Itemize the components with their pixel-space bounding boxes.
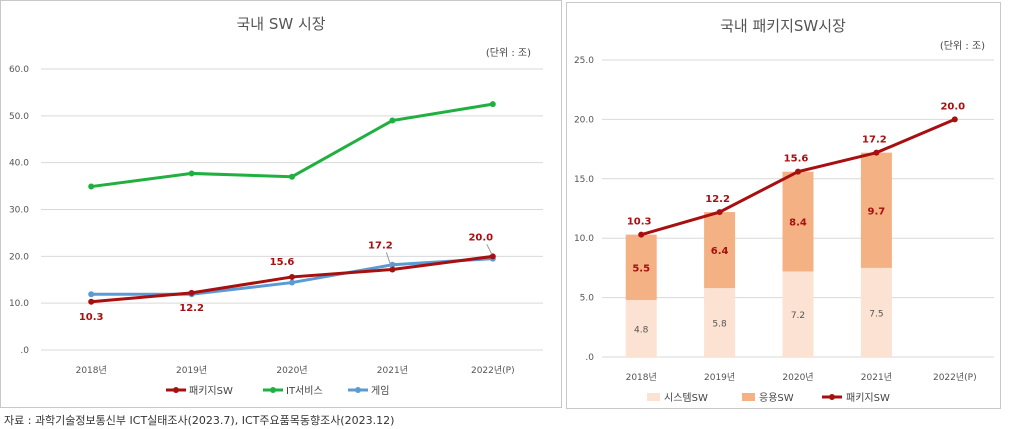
bar-application-sw	[625, 234, 657, 300]
x-tick-label: 2021년	[861, 372, 892, 383]
bar-application-sw	[782, 171, 814, 272]
y-tick-label: 20.0	[574, 115, 594, 125]
sw-market-chart: 국내 SW 시장 (단위 : 조) .0 10.0 20.0 30.0 40.0 50.0 60…	[9, 15, 543, 397]
chart-title: 국내 패키지SW시장	[720, 17, 846, 35]
data-label: 12.2	[705, 194, 730, 205]
y-tick-label: .0	[585, 353, 594, 363]
data-label: 20.0	[940, 101, 965, 112]
x-tick-label: 2019년	[176, 365, 207, 376]
y-tick-label: 10.0	[9, 299, 29, 309]
data-label: 17.2	[368, 240, 393, 251]
bar-application-sw	[860, 152, 892, 268]
data-point	[188, 289, 195, 296]
legend-swatch	[647, 393, 660, 401]
x-tick-label: 2022년(P)	[933, 372, 977, 383]
data-point	[289, 279, 295, 286]
y-tick-label: 5.0	[580, 294, 595, 304]
data-label: 6.4	[711, 246, 729, 257]
bar-system-sw	[704, 288, 736, 357]
source-note: 자료 : 과학기술정보통신부 ICT실태조사(2023.7), ICT주요품목동…	[4, 414, 395, 427]
x-tick-label: 2018년	[626, 372, 657, 383]
data-point	[88, 183, 95, 190]
legend-marker	[270, 387, 276, 393]
package-sw-chart-panel: 국내 패키지SW시장 (단위 : 조) .0 5.0 10.0 15.0 20.0 25.0 2…	[566, 2, 1001, 409]
unit-label: (단위 : 조)	[486, 46, 531, 59]
legend-marker	[173, 387, 179, 393]
bar-system-sw	[625, 299, 657, 357]
data-label: 5.5	[632, 263, 650, 274]
x-tick-label: 2020년	[782, 372, 813, 383]
x-tick-label: 2021년	[377, 365, 408, 376]
legend-label: IT서비스	[286, 385, 323, 397]
bar-application-sw	[704, 212, 736, 289]
data-label: 10.3	[627, 217, 652, 228]
unit-label: (단위 : 조)	[940, 39, 985, 52]
data-point	[489, 253, 496, 260]
data-label: 10.3	[79, 312, 104, 323]
data-point	[289, 273, 295, 280]
data-label: 7.2	[791, 311, 805, 321]
legend-label: 응용SW	[759, 392, 794, 404]
legend-label: 패키지SW	[846, 392, 890, 404]
data-label: 17.2	[862, 135, 887, 146]
data-point	[389, 266, 396, 273]
data-point	[951, 116, 958, 123]
sw-market-chart-panel: 국내 SW 시장 (단위 : 조) .0 10.0 20.0 30.0 40.0 50.0 60…	[0, 0, 562, 408]
x-tick-label: 2022년(P)	[471, 365, 515, 376]
data-point	[489, 101, 496, 108]
data-point	[88, 291, 95, 298]
y-tick-label: 40.0	[9, 159, 29, 169]
x-tick-label: 2020년	[276, 365, 307, 376]
data-label: 7.5	[869, 309, 883, 319]
x-tick-label: 2018년	[76, 365, 107, 376]
legend-label: 시스템SW	[664, 392, 708, 404]
y-tick-label: 20.0	[9, 252, 29, 262]
data-point	[638, 231, 645, 238]
y-tick-label: .0	[20, 346, 29, 356]
data-label: 8.4	[789, 218, 807, 229]
package-sw-chart: 국내 패키지SW시장 (단위 : 조) .0 5.0 10.0 15.0 20.0 25.0 2…	[574, 17, 994, 404]
label-leader-line	[385, 252, 392, 268]
data-label: 5.8	[712, 320, 727, 330]
label-leader-line	[486, 244, 493, 255]
y-tick-label: 10.0	[574, 234, 594, 244]
legend-label: 패키지SW	[189, 385, 233, 397]
y-tick-label: 15.0	[574, 175, 594, 185]
data-point	[716, 209, 723, 216]
y-tick-label: 25.0	[574, 56, 594, 66]
bar-system-sw	[782, 271, 814, 357]
data-label: 12.2	[179, 303, 204, 314]
data-label: 4.8	[634, 325, 649, 335]
data-point	[88, 298, 95, 305]
legend-swatch	[742, 393, 755, 401]
data-point	[795, 168, 801, 175]
data-point	[188, 170, 195, 177]
data-point	[289, 173, 295, 180]
data-label: 20.0	[468, 232, 493, 243]
data-label: 15.6	[270, 257, 295, 268]
legend-marker	[355, 387, 361, 393]
data-label: 9.7	[868, 206, 886, 217]
bar-system-sw	[860, 267, 892, 357]
data-point	[389, 117, 396, 124]
legend-marker	[829, 394, 835, 400]
y-tick-label: 30.0	[9, 206, 29, 216]
data-point	[873, 149, 880, 156]
y-tick-label: 60.0	[9, 65, 29, 75]
chart-title: 국내 SW 시장	[236, 15, 325, 33]
y-tick-label: 50.0	[9, 112, 29, 122]
legend-label: 게임	[371, 384, 389, 397]
x-tick-label: 2019년	[704, 372, 735, 383]
data-label: 15.6	[784, 154, 809, 165]
